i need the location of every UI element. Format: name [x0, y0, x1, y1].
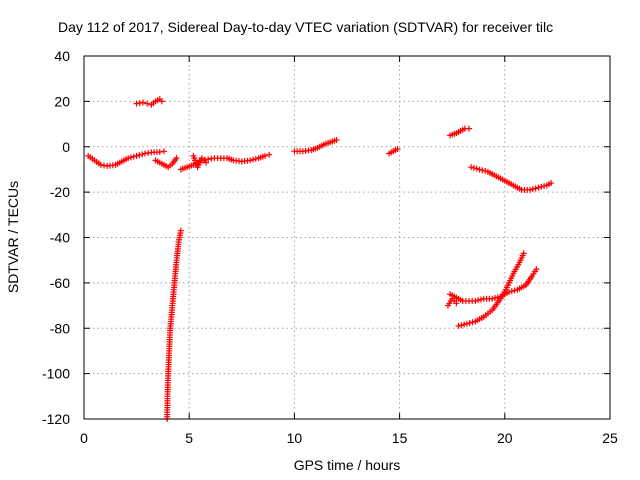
- data-point: [139, 99, 146, 106]
- y-tick-label: -100: [42, 366, 70, 382]
- x-tick-label: 25: [602, 430, 618, 446]
- y-tick-label: -120: [42, 411, 70, 427]
- data-point: [469, 319, 476, 326]
- data-point: [333, 136, 340, 143]
- grid-layer: [84, 56, 610, 419]
- data-point: [532, 185, 539, 192]
- data-point: [538, 183, 545, 190]
- data-point: [535, 184, 542, 191]
- ticks-layer: 0 5 10 15 20 25 -120 -100 -80 -60 -40 -20 0 20 40: [42, 48, 618, 446]
- data-point: [394, 146, 401, 153]
- data-point: [466, 319, 473, 326]
- data-point: [470, 164, 477, 171]
- data-point: [511, 287, 518, 294]
- x-tick-label: 10: [287, 430, 303, 446]
- chart-title: Day 112 of 2017, Sidereal Day-to-day VTE…: [58, 19, 553, 35]
- x-tick-label: 5: [185, 430, 193, 446]
- data-point: [473, 165, 480, 172]
- data-point: [548, 180, 555, 187]
- data-point: [489, 295, 496, 302]
- data-point: [453, 300, 460, 307]
- y-tick-label: 20: [54, 93, 70, 109]
- data-point: [527, 186, 534, 193]
- data-point: [136, 152, 143, 159]
- data-point: [508, 288, 515, 295]
- data-point: [250, 156, 257, 163]
- y-tick-label: -20: [50, 184, 70, 200]
- data-point: [139, 151, 146, 158]
- data-point: [247, 157, 254, 164]
- data-point: [541, 183, 548, 190]
- data-point: [252, 155, 259, 162]
- data-point: [463, 320, 470, 327]
- data-point: [533, 266, 540, 273]
- data-point: [261, 152, 268, 159]
- y-axis-label: SDTVAR / TECUs: [5, 181, 21, 293]
- data-point: [130, 153, 137, 160]
- data-point: [158, 98, 165, 105]
- data-point: [472, 298, 479, 305]
- data-point: [127, 154, 134, 161]
- data-point: [144, 100, 151, 107]
- data-point: [203, 159, 210, 166]
- data-point: [458, 322, 465, 329]
- data-point: [479, 167, 486, 174]
- data-point: [529, 186, 536, 193]
- data-point: [468, 164, 475, 171]
- data-point: [476, 166, 483, 173]
- data-point: [125, 155, 132, 162]
- x-tick-label: 15: [392, 430, 408, 446]
- data-point: [455, 322, 462, 329]
- plot-frame: [83, 55, 611, 420]
- x-tick-label: 20: [497, 430, 513, 446]
- data-point: [177, 227, 184, 234]
- data-point: [156, 148, 163, 155]
- data-point: [133, 152, 140, 159]
- data-points-layer: [85, 96, 555, 422]
- x-axis-label: GPS time / hours: [294, 457, 401, 473]
- data-point: [461, 321, 468, 328]
- y-tick-label: 0: [62, 139, 70, 155]
- y-tick-label: -60: [50, 275, 70, 291]
- data-point: [475, 297, 482, 304]
- data-point: [173, 155, 180, 162]
- y-tick-label: -80: [50, 320, 70, 336]
- x-tick-label: 0: [80, 430, 88, 446]
- y-tick-label: 40: [54, 48, 70, 64]
- data-point: [160, 148, 167, 155]
- data-point: [477, 296, 484, 303]
- data-point: [482, 167, 489, 174]
- data-point: [491, 295, 498, 301]
- data-point: [520, 250, 527, 257]
- data-point: [266, 151, 273, 158]
- y-tick-label: -40: [50, 230, 70, 246]
- data-point: [466, 125, 473, 132]
